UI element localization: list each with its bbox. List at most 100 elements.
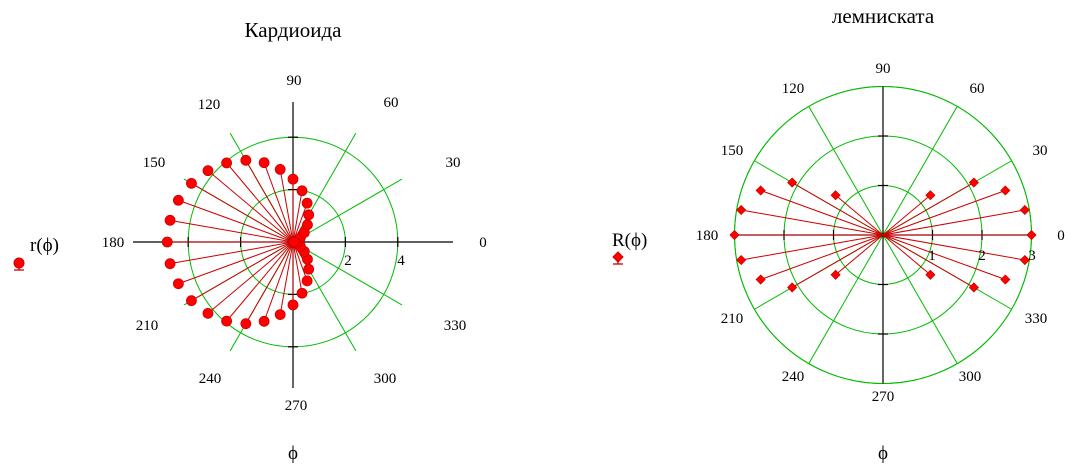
stem-line bbox=[178, 199, 294, 243]
angle-tick-label: 330 bbox=[1025, 311, 1048, 327]
data-point bbox=[274, 163, 286, 175]
chart-title: лемниската bbox=[832, 4, 935, 28]
legend-marker bbox=[612, 251, 624, 265]
data-point bbox=[172, 278, 184, 290]
data-point bbox=[925, 269, 936, 280]
data-point bbox=[202, 307, 214, 319]
angle-tick-label: 30 bbox=[446, 155, 461, 171]
data-point bbox=[287, 299, 299, 311]
data-point bbox=[302, 219, 313, 231]
data-point bbox=[288, 236, 300, 248]
stem-line bbox=[226, 241, 294, 322]
x-axis-label: ϕ bbox=[288, 443, 298, 464]
angle-tick-label: 30 bbox=[1033, 143, 1048, 159]
radial-tick-label: 3 bbox=[1028, 248, 1036, 264]
x-axis-label: ϕ bbox=[878, 443, 888, 464]
stem-line bbox=[882, 194, 931, 236]
stem-line bbox=[263, 241, 294, 322]
data-point bbox=[186, 295, 197, 307]
data-point bbox=[287, 173, 299, 185]
angle-tick-label: 150 bbox=[143, 155, 166, 171]
data-point bbox=[787, 282, 798, 293]
data-point bbox=[240, 154, 252, 166]
stem-line bbox=[263, 162, 294, 243]
angle-tick-label: 120 bbox=[198, 97, 221, 113]
tick-labels: 0 30 60 90 120 150 180 210 240 270 300 330 1 2 3 bbox=[696, 61, 1065, 405]
data-point bbox=[202, 165, 214, 177]
angle-tick-label: 90 bbox=[876, 61, 891, 77]
stem-line bbox=[882, 209, 1025, 236]
data-point bbox=[830, 269, 841, 280]
legend-marker bbox=[13, 257, 25, 271]
angle-tick-label: 210 bbox=[136, 318, 159, 334]
data-point bbox=[787, 177, 798, 188]
data-point bbox=[755, 185, 766, 196]
stem-line bbox=[191, 182, 294, 243]
lemniscate-chart: лемниската 0 30 60 90 120 150 180 210 240 270 300 3… bbox=[612, 4, 1065, 464]
stem-line bbox=[835, 194, 884, 236]
stem-line bbox=[226, 162, 294, 243]
radial-tick-label: 1 bbox=[928, 248, 936, 264]
stem-line bbox=[741, 209, 884, 236]
chart-title: Кардиоида bbox=[245, 18, 343, 42]
data-point bbox=[830, 190, 841, 201]
data-point bbox=[301, 197, 313, 209]
data-point bbox=[164, 258, 176, 270]
stem-line bbox=[791, 234, 884, 288]
angle-tick-label: 330 bbox=[444, 318, 467, 334]
stem-line bbox=[791, 182, 884, 236]
tick-labels: 0 30 60 90 120 150 180 210 240 270 300 330 2 4 bbox=[102, 73, 487, 414]
stem-line bbox=[882, 234, 1006, 280]
stem-line bbox=[169, 241, 294, 265]
stem-line bbox=[279, 169, 294, 243]
angle-tick-label: 300 bbox=[374, 371, 397, 387]
angle-tick-label: 150 bbox=[721, 143, 744, 159]
data-point bbox=[172, 194, 184, 206]
data-point bbox=[258, 157, 270, 169]
data-point bbox=[186, 177, 197, 189]
radial-tick-label: 4 bbox=[397, 253, 405, 269]
data-point bbox=[164, 214, 176, 226]
angle-tick-label: 240 bbox=[782, 369, 805, 385]
data-point bbox=[1019, 254, 1030, 266]
data-point bbox=[1019, 204, 1030, 216]
radial-tick-label: 2 bbox=[978, 248, 986, 264]
data-point bbox=[968, 282, 979, 293]
data-point bbox=[258, 315, 270, 327]
stem-line bbox=[178, 241, 294, 285]
data-point bbox=[736, 204, 747, 216]
radial-tick-label: 2 bbox=[344, 253, 352, 269]
data-point bbox=[1000, 185, 1011, 196]
stem-line bbox=[882, 234, 1025, 261]
data-point bbox=[925, 190, 936, 201]
stem-line bbox=[245, 241, 294, 324]
grid-spoke bbox=[292, 241, 403, 306]
stem-line bbox=[207, 170, 294, 243]
data-point bbox=[296, 287, 308, 299]
y-axis-label: R(ϕ) bbox=[612, 230, 647, 251]
angle-tick-label: 180 bbox=[696, 228, 719, 244]
stem-line bbox=[882, 234, 931, 276]
stem-line bbox=[835, 234, 884, 276]
data-point bbox=[1000, 274, 1011, 285]
angle-tick-label: 90 bbox=[287, 73, 302, 89]
data-point bbox=[303, 263, 315, 275]
grid-spoke bbox=[808, 234, 884, 364]
angle-tick-label: 0 bbox=[1057, 228, 1065, 244]
stem-line bbox=[245, 160, 294, 243]
stem-line bbox=[279, 241, 294, 315]
grid-spoke bbox=[808, 106, 884, 236]
angle-tick-label: 210 bbox=[721, 311, 744, 327]
angle-tick-label: 270 bbox=[285, 398, 308, 414]
data-point bbox=[296, 185, 308, 197]
data-point bbox=[240, 318, 252, 330]
stem-line bbox=[741, 234, 884, 261]
data-point bbox=[274, 309, 286, 321]
data-point bbox=[729, 229, 740, 241]
data-point bbox=[755, 274, 766, 285]
angle-tick-label: 180 bbox=[102, 235, 125, 251]
data-point bbox=[161, 236, 173, 248]
stem-lines bbox=[734, 182, 1032, 288]
stem-line bbox=[169, 219, 294, 243]
